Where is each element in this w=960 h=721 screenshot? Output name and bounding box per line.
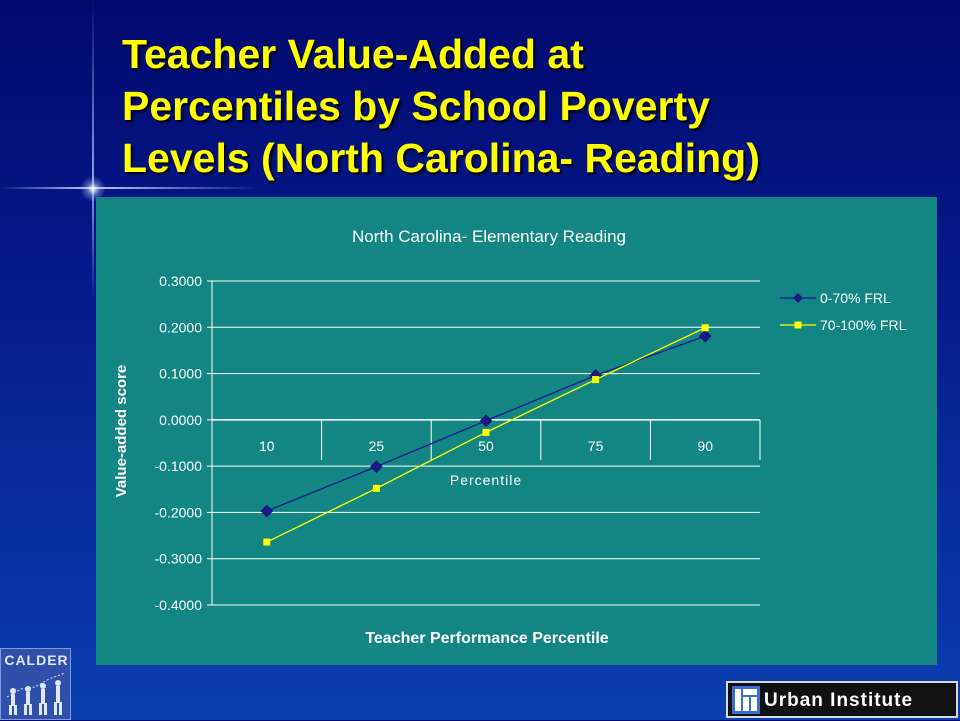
chart-panel: North Carolina- Elementary Reading Value… [96, 197, 937, 665]
chart-legend: 0-70% FRL 70-100% FRL [780, 290, 907, 333]
y-tick-label: 0.3000 [159, 273, 202, 289]
calder-logo-text: CALDER [4, 652, 69, 668]
x-tick-label: 25 [369, 438, 385, 454]
data-point-diamond [260, 504, 274, 518]
chart-title: North Carolina- Elementary Reading [352, 227, 626, 246]
light-flare-horizontal [0, 187, 260, 189]
data-point-square [372, 484, 380, 492]
x-tick-label: 75 [588, 438, 604, 454]
data-point-square [701, 324, 709, 332]
data-series [260, 324, 712, 546]
x-tick-label: 50 [478, 438, 494, 454]
urban-institute-mark-icon [732, 686, 760, 714]
y-tick-label: 0.1000 [159, 366, 202, 382]
slide-title-line-3: Levels (North Carolina- Reading) [122, 135, 760, 181]
y-tick-label: 0.0000 [159, 412, 202, 428]
data-point-diamond [479, 414, 493, 428]
legend-marker-square [794, 321, 802, 329]
legend-label: 0-70% FRL [820, 290, 891, 306]
light-flare-vertical [92, 0, 94, 300]
x-tick-label: 10 [259, 438, 275, 454]
evolution-figures-icon [6, 672, 66, 715]
y-tick-labels: 0.3000 0.2000 0.1000 0.0000 -0.1000 -0.2000 -0… [155, 273, 203, 613]
data-point-square [482, 428, 490, 436]
data-point-square [263, 538, 271, 546]
urban-institute-text: Urban Institute [764, 690, 914, 711]
calder-logo: CALDER [0, 648, 71, 720]
y-tick-label: -0.2000 [155, 504, 203, 520]
data-point-square [592, 376, 600, 384]
x-tick-label: 90 [697, 438, 713, 454]
data-point-diamond [698, 329, 712, 343]
slide-title-line-1: Teacher Value-Added at [122, 31, 584, 77]
legend-label: 70-100% FRL [820, 317, 907, 333]
x-axis-inner-label: Percentile [450, 472, 522, 488]
line-chart: North Carolina- Elementary Reading Value… [113, 227, 907, 647]
x-tick-labels: 10 25 50 75 90 [259, 438, 713, 454]
legend-marker-diamond [793, 293, 803, 303]
y-tick-label: -0.4000 [155, 597, 203, 613]
slide-title: Teacher Value-Added at Percentiles by Sc… [122, 28, 942, 184]
urban-institute-logo: Urban Institute [726, 681, 958, 718]
x-axis-label: Teacher Performance Percentile [365, 630, 608, 647]
slide-title-line-2: Percentiles by School Poverty [122, 83, 710, 129]
data-point-diamond [370, 460, 383, 473]
y-tick-label: -0.3000 [155, 551, 203, 567]
y-axis-label: Value-added score [113, 365, 130, 498]
y-tick-label: -0.1000 [155, 458, 203, 474]
y-tick-label: 0.2000 [159, 319, 202, 335]
